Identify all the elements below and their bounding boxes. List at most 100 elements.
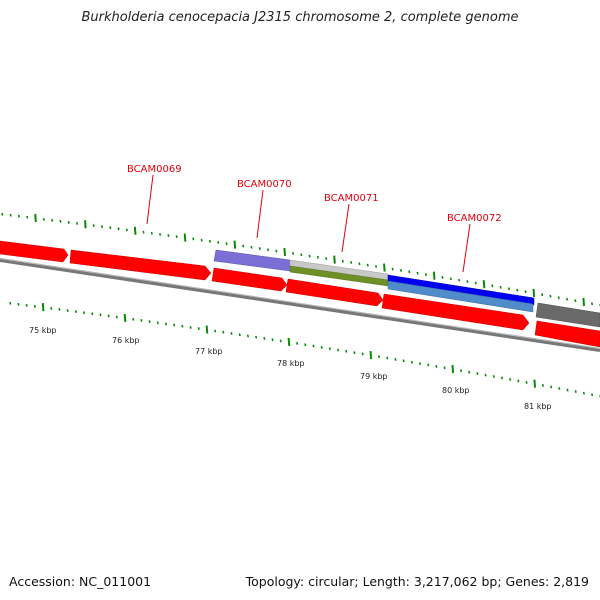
- minor-tick: [271, 338, 274, 342]
- major-tick: [283, 247, 286, 257]
- minor-tick: [391, 267, 394, 271]
- minor-tick: [300, 253, 303, 257]
- tick-row-upper: [1, 212, 600, 307]
- cds-arrow[interactable]: [211, 267, 288, 292]
- minor-tick: [296, 342, 299, 345]
- cds-arrow[interactable]: [381, 293, 530, 331]
- minor-tick: [246, 334, 250, 338]
- feature-track-upper: [213, 249, 600, 328]
- minor-tick: [366, 263, 369, 267]
- minor-tick: [214, 329, 217, 333]
- gene-label-bcam0071[interactable]: BCAM0071: [324, 193, 379, 204]
- minor-tick: [50, 306, 53, 310]
- minor-tick: [350, 261, 353, 264]
- minor-tick: [109, 226, 112, 230]
- scale-label-80kbp: 80 kbp: [442, 386, 470, 395]
- minor-tick: [394, 357, 397, 361]
- leader-line: [341, 203, 350, 253]
- cds-arrow[interactable]: [69, 249, 212, 281]
- feature-block-steelblue[interactable]: [387, 280, 534, 313]
- minor-tick: [468, 370, 471, 374]
- minor-tick: [125, 228, 128, 232]
- minor-tick: [582, 391, 585, 395]
- minor-tick: [550, 385, 553, 389]
- minor-tick: [9, 301, 12, 305]
- genome-stats-text: Topology: circular; Length: 3,217,062 bp…: [245, 574, 589, 589]
- minor-tick: [75, 222, 79, 225]
- minor-tick: [435, 364, 438, 368]
- minor-tick: [304, 343, 307, 347]
- tick-row-lower: [9, 301, 600, 398]
- gene-label-bcam0069[interactable]: BCAM0069: [127, 164, 182, 175]
- major-tick: [84, 220, 87, 229]
- cds-arrow[interactable]: [285, 278, 384, 307]
- feature-block-darkgray[interactable]: [535, 302, 600, 328]
- minor-tick: [197, 327, 200, 331]
- major-tick: [123, 313, 127, 323]
- minor-tick: [316, 255, 319, 259]
- minor-tick: [266, 248, 270, 252]
- minor-tick: [574, 299, 577, 303]
- major-tick: [532, 288, 536, 297]
- minor-tick: [565, 297, 569, 301]
- minor-tick: [26, 215, 29, 219]
- minor-tick: [1, 212, 4, 216]
- cds-arrow[interactable]: [0, 240, 69, 263]
- minor-tick: [9, 213, 12, 217]
- scale-label-81kbp: 81 kbp: [524, 402, 552, 411]
- minor-tick: [517, 379, 520, 383]
- minor-tick: [74, 310, 77, 314]
- gene-label-bcam0072[interactable]: BCAM0072: [447, 213, 502, 224]
- scale-label-79kbp: 79 kbp: [360, 372, 388, 381]
- minor-tick: [590, 302, 594, 306]
- minor-tick: [361, 352, 364, 356]
- minor-tick: [525, 381, 528, 384]
- minor-tick: [541, 293, 544, 297]
- minor-tick: [279, 339, 282, 343]
- feature-block-purple[interactable]: [213, 249, 291, 272]
- minor-tick: [142, 230, 145, 234]
- minor-tick: [500, 376, 504, 380]
- minor-tick: [275, 249, 278, 253]
- minor-tick: [484, 373, 487, 377]
- minor-tick: [341, 259, 344, 263]
- major-tick: [432, 271, 436, 280]
- minor-tick: [159, 232, 162, 236]
- minor-tick: [459, 369, 463, 373]
- minor-tick: [208, 239, 212, 243]
- minor-tick: [566, 388, 569, 392]
- minor-tick: [100, 225, 104, 229]
- scale-labels: 75 kbp 76 kbp 77 kbp 78 kbp 79 kbp 80 kb…: [29, 326, 552, 411]
- major-tick: [41, 303, 45, 312]
- minor-tick: [374, 265, 378, 268]
- minor-tick: [474, 281, 477, 285]
- minor-tick: [507, 287, 511, 291]
- minor-tick: [67, 220, 70, 224]
- minor-tick: [320, 345, 323, 349]
- minor-tick: [222, 330, 225, 334]
- minor-tick: [59, 219, 62, 223]
- minor-tick: [255, 335, 258, 339]
- minor-tick: [58, 308, 61, 311]
- minor-tick: [492, 375, 495, 378]
- major-tick: [34, 213, 37, 223]
- major-tick: [133, 226, 137, 235]
- minor-tick: [328, 347, 331, 351]
- minor-tick: [217, 241, 220, 244]
- major-tick: [482, 280, 486, 289]
- minor-tick: [115, 315, 118, 319]
- minor-tick: [476, 372, 479, 376]
- cds-arrow[interactable]: [534, 320, 600, 348]
- minor-tick: [117, 227, 120, 231]
- minor-tick: [574, 390, 577, 394]
- minor-tick: [250, 245, 253, 249]
- minor-tick: [242, 244, 245, 248]
- major-tick: [205, 325, 209, 334]
- major-tick: [582, 297, 585, 307]
- gene-labels: BCAM0069 BCAM0070 BCAM0071 BCAM0072: [127, 164, 502, 224]
- feature-block-blue[interactable]: [387, 274, 535, 306]
- minor-tick: [173, 323, 176, 327]
- gene-label-bcam0070[interactable]: BCAM0070: [237, 179, 292, 190]
- major-tick: [233, 240, 237, 249]
